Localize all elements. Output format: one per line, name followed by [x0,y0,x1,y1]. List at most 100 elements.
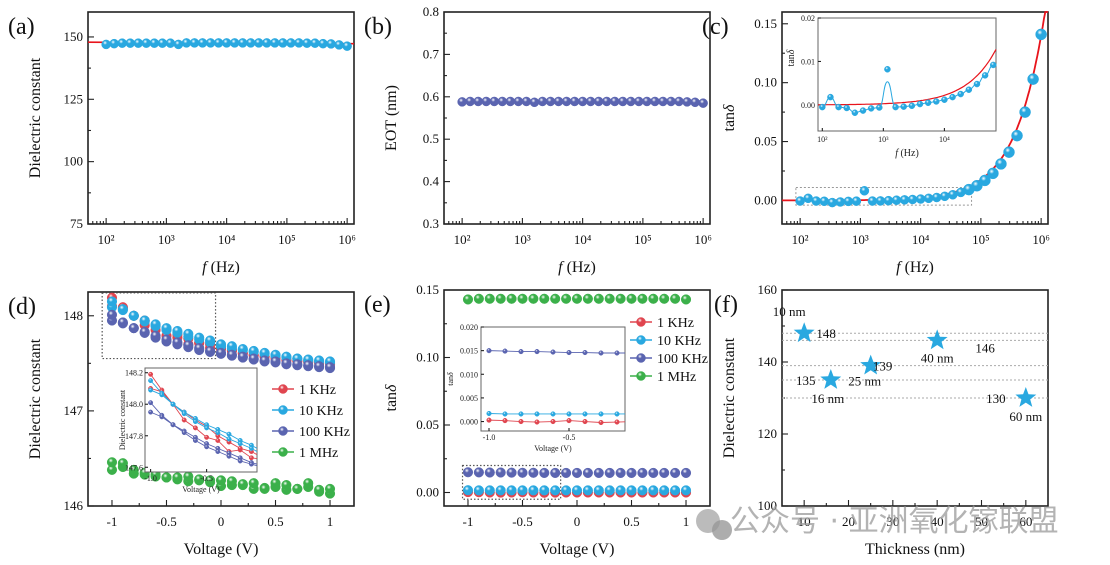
data-point [128,323,139,334]
data-point [270,356,281,367]
legend-label: 1 KHz [299,383,336,398]
zoom-box [461,464,562,500]
data-point [561,293,572,304]
y-tick-label: 150 [64,29,84,44]
y-axis-label: Dielectric constant [721,337,738,458]
data-point [1035,28,1047,41]
inset-data-point [859,107,867,114]
data-point [197,38,208,48]
data-point [141,38,152,48]
data-point [139,326,150,337]
data-point [545,96,556,107]
data-point [939,191,950,202]
inset-data-point [181,411,187,417]
panel-d: -1 -0.5 0 0.5 1 146 147 148 Voltage (V) Dielectri… [8,291,355,558]
data-point [571,467,583,478]
inset-data-point [819,103,826,111]
inset-data-point [502,418,508,424]
data-point [582,467,593,478]
inset-data-point [827,93,834,101]
inset-y-label: tanδ [446,372,455,386]
data-point [582,485,593,496]
inset-x-label: Voltage (V) [182,485,220,494]
inset-data-point [248,445,254,451]
inset-fit-curve [818,49,997,106]
data-point [489,96,500,107]
inset-data-point [148,371,154,377]
inset-series [148,371,264,469]
data-point [513,96,524,107]
legend-marker [278,447,288,457]
panel-f: 10 20 30 40 50 60 100 120 140 160 Thickness (nm) Di… [714,282,1049,558]
inset-data-point [260,449,264,453]
x-tick-label: 10⁶ [694,232,712,247]
series-1-mhz [462,293,692,305]
y-tick-label: 0.00 [754,192,777,207]
inset: -1.0 -0.5 0.000 0.005 0.010 0.015 0.020 Voltage… [446,323,626,453]
inset-frame [144,367,258,473]
data-point [484,485,495,496]
data-point [648,293,659,304]
data-point [324,483,336,494]
data-point [237,479,248,490]
inset-data-point [550,411,556,417]
data-point [571,293,583,304]
data-point [213,38,224,48]
data-point [528,293,539,304]
x-tick-label: 10⁴ [218,232,236,247]
data-point [205,335,216,346]
x-tick-label: 10⁵ [634,232,652,247]
legend-marker [636,371,646,381]
inset-data-point [260,465,264,469]
data-point [484,293,495,304]
inset-data-point [908,102,916,110]
data-point [172,325,183,337]
inset-data-point [204,425,210,431]
thickness-label: 40 nm [921,350,954,365]
data-point [618,96,628,107]
data-point [457,97,467,107]
y-tick-label: 0.5 [423,131,439,146]
data-point [506,467,517,478]
data-point [172,472,183,483]
data-point [226,341,237,352]
inset-y-tick-label: 0.005 [460,394,478,403]
inset-data-point [237,458,243,464]
legend: 1 KHz 10 KHz 100 KHz 1 MHz [630,316,708,385]
legend-marker [278,384,288,394]
data-point [237,38,248,48]
data-point [125,38,135,48]
y-tick-label: 0.15 [416,282,439,297]
x-tick-label: 30 [886,514,899,529]
x-tick-label: 0 [574,514,581,529]
x-axis-label-f: f [558,259,565,276]
data-point [205,475,216,486]
data-point [194,332,205,343]
data-point [215,339,227,350]
inset-data-point [486,410,492,417]
inset-data-point [159,414,165,420]
data-point [923,193,934,204]
data-point [899,195,910,205]
inset-data-point [534,349,540,355]
legend: 1 KHz 10 KHz 100 KHz 1 MHz [272,383,350,461]
star-marker [820,369,842,389]
inset-data-point [226,436,232,442]
x-axis-label-unit: (Hz) [207,259,240,276]
data-point [604,467,615,478]
inset-data-point [518,411,524,417]
thickness-label: 25 nm [848,374,881,389]
data-point [550,485,561,496]
y-tick-label: 146 [64,498,84,513]
data-point [326,39,336,49]
data-point [539,293,550,304]
data-point [626,293,637,304]
inset-frame [817,17,997,132]
data-point [161,323,172,334]
data-point [615,467,626,478]
data-point [517,467,528,478]
inset-y-tick-label: 0.00 [801,101,815,110]
y-axis-label: Dielectric constant [27,338,44,459]
inset-data-point [248,461,254,467]
y-tick-label: 0.15 [754,16,777,31]
